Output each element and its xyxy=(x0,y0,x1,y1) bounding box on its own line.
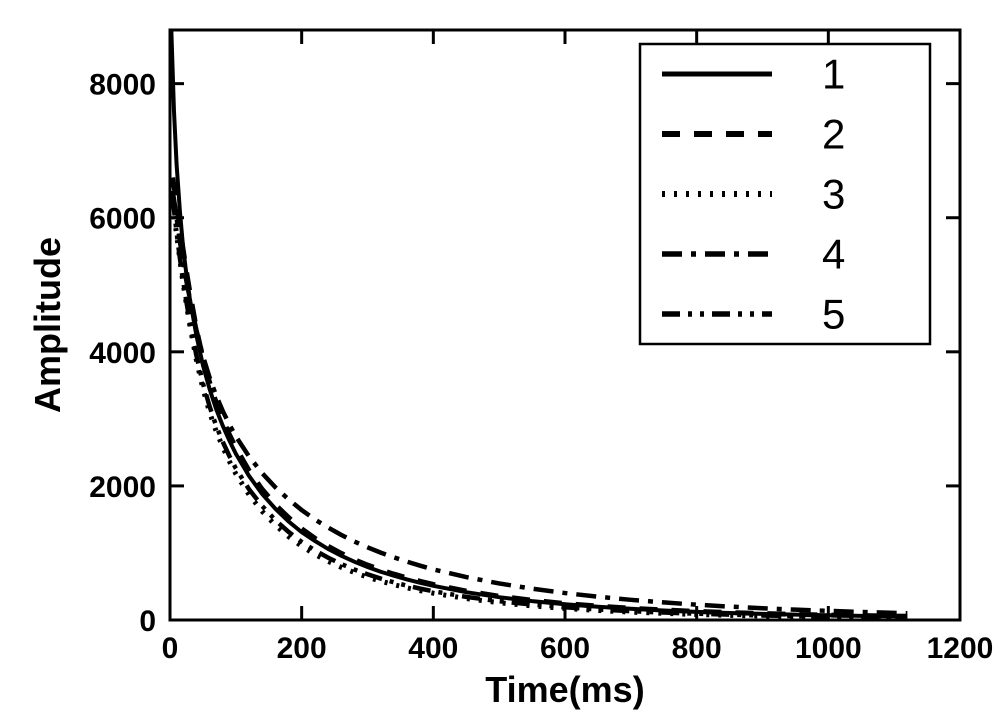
legend-label-s3: 3 xyxy=(822,171,845,218)
chart-svg: 0 200 400 600 800 1000 1200 0 2000 4000 6000 8000 Ti… xyxy=(0,0,1000,719)
legend-box xyxy=(640,44,930,344)
x-tick-label: 1000 xyxy=(795,632,862,665)
x-tick-label: 400 xyxy=(408,632,458,665)
x-tick-label: 0 xyxy=(162,632,179,665)
series-s5 xyxy=(173,198,908,618)
x-tick-label: 800 xyxy=(672,632,722,665)
decay-line-chart: 0 200 400 600 800 1000 1200 0 2000 4000 6000 8000 Ti… xyxy=(0,0,1000,719)
x-tick-label: 200 xyxy=(277,632,327,665)
series-s4 xyxy=(173,191,908,613)
legend-label-s1: 1 xyxy=(822,51,845,98)
series-s2 xyxy=(173,178,908,617)
x-axis-title: Time(ms) xyxy=(485,669,644,710)
y-tick-label: 6000 xyxy=(89,203,156,236)
y-tick-label: 8000 xyxy=(89,69,156,102)
y-tick-label: 4000 xyxy=(89,337,156,370)
y-tick-label: 0 xyxy=(139,605,156,638)
legend-label-s2: 2 xyxy=(822,111,845,158)
y-tick-label: 2000 xyxy=(89,471,156,504)
legend-label-s5: 5 xyxy=(822,291,845,338)
legend-label-s4: 4 xyxy=(822,231,845,278)
x-tick-label: 1200 xyxy=(927,632,994,665)
series-group xyxy=(171,30,907,618)
x-tick-label: 600 xyxy=(540,632,590,665)
series-s3 xyxy=(173,204,908,618)
y-axis-title: Amplitude xyxy=(27,237,68,413)
